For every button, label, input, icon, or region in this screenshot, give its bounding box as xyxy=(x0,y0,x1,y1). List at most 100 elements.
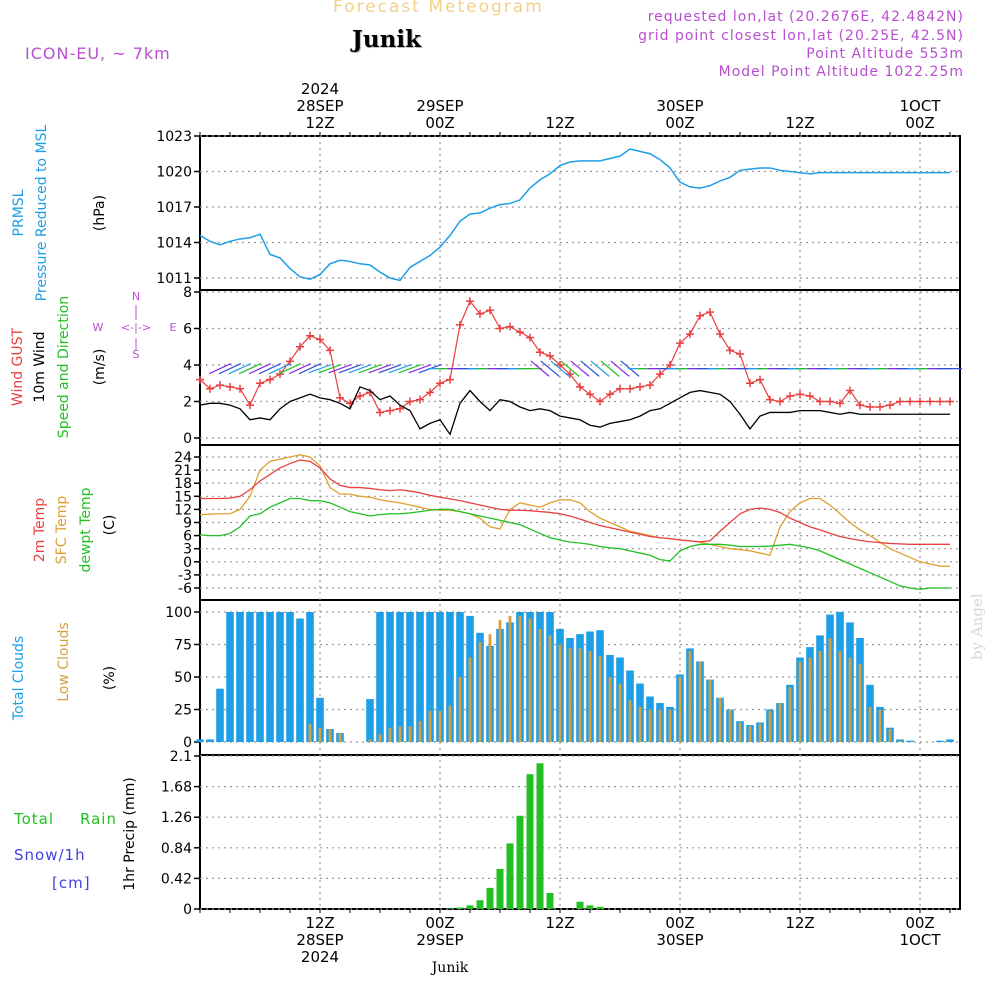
total-cloud-bar xyxy=(936,740,944,742)
rain-bar xyxy=(506,843,514,909)
low-cloud-bar xyxy=(498,619,502,742)
gust-marker xyxy=(926,397,934,406)
wind-direction-arrow xyxy=(530,360,550,377)
gust-marker xyxy=(596,397,604,406)
wind-direction-arrow xyxy=(550,360,570,377)
total-cloud-bar xyxy=(406,612,414,742)
gust-marker xyxy=(476,309,484,318)
temp-2m-ylabel: 2m Temp xyxy=(32,498,48,562)
total-rain-label-2: Rain xyxy=(80,810,117,828)
y-tick-label: 1023 xyxy=(156,129,192,145)
gust-line xyxy=(199,299,950,414)
low-cloud-bar xyxy=(458,677,462,742)
total-cloud-bar xyxy=(296,618,304,742)
low-cloud-bar xyxy=(778,703,782,742)
gust-marker xyxy=(516,328,524,337)
grid-point-coords: grid point closest lon,lat (20.25E, 42.5… xyxy=(638,28,964,44)
sfc-temp-ylabel: SFC Temp xyxy=(54,496,70,565)
gust-marker xyxy=(846,386,854,395)
time-label-bottom: 2024 xyxy=(301,948,339,966)
total-cloud-bar xyxy=(246,612,254,742)
wind-units: (m/s) xyxy=(92,349,108,386)
low-cloud-bar xyxy=(588,651,592,742)
wind-direction-arrow xyxy=(208,363,232,375)
gust-marker xyxy=(456,320,464,329)
y-tick-label: 21 xyxy=(174,463,192,479)
total-cloud-bar xyxy=(366,699,374,742)
clouds-units: (%) xyxy=(102,666,118,690)
gust-marker xyxy=(256,379,264,388)
y-tick-label: 18 xyxy=(174,476,192,492)
total-cloud-bar xyxy=(196,739,204,742)
gust-marker xyxy=(916,397,924,406)
wind-direction-arrow xyxy=(338,363,362,374)
wind-direction-arrow xyxy=(248,363,272,375)
low-cloud-bar xyxy=(408,726,412,742)
low-cloud-bar xyxy=(668,709,672,742)
wind-direction-arrow xyxy=(228,363,252,375)
rain-bar xyxy=(596,906,604,909)
wind-direction-arrow xyxy=(348,363,372,374)
y-tick-label: 2 xyxy=(183,395,192,411)
low-cloud-bar xyxy=(828,638,832,742)
low-cloud-bar xyxy=(538,628,542,742)
gust-marker xyxy=(466,297,474,306)
gust-marker xyxy=(206,384,214,393)
time-label-top: 00Z xyxy=(425,114,454,132)
wind-speed-dir-ylabel: Speed and Direction xyxy=(56,296,72,438)
total-cloud-bar xyxy=(906,740,914,742)
y-tick-label: 1014 xyxy=(156,236,192,252)
low-cloud-bar xyxy=(488,634,492,742)
time-label-bottom: 28SEP xyxy=(296,931,343,949)
gust-marker xyxy=(746,379,754,388)
wind-direction-arrow xyxy=(288,363,312,375)
gust-marker xyxy=(376,408,384,417)
low-cloud-bar xyxy=(508,615,512,742)
low-cloud-bar xyxy=(338,732,342,742)
gust-marker xyxy=(626,384,634,393)
low-clouds-ylabel: Low Clouds xyxy=(56,622,72,701)
low-cloud-bar xyxy=(898,740,902,742)
low-cloud-bar xyxy=(888,729,892,742)
snow-units: [cm] xyxy=(52,874,91,892)
wind-direction-arrow xyxy=(308,363,332,374)
low-cloud-bar xyxy=(838,651,842,742)
gust-marker xyxy=(406,397,414,406)
gust-marker xyxy=(576,382,584,391)
low-cloud-bar xyxy=(388,727,392,742)
gust-marker xyxy=(616,384,624,393)
wind-direction-arrow xyxy=(368,363,392,374)
low-cloud-bar xyxy=(578,648,582,742)
gust-marker xyxy=(486,306,494,315)
gust-marker xyxy=(896,397,904,406)
wind-direction-arrow xyxy=(258,363,282,375)
pressure-ylabel-1: PRMSL xyxy=(11,189,27,236)
gust-marker xyxy=(586,390,594,399)
gust-marker xyxy=(216,381,224,390)
total-clouds-ylabel: Total Clouds xyxy=(11,636,27,721)
total-cloud-bar xyxy=(236,612,244,742)
y-tick-label: 75 xyxy=(174,638,192,654)
requested-coords: requested lon,lat (20.2676E, 42.4842N) xyxy=(647,9,964,25)
total-cloud-bar xyxy=(306,612,314,742)
gust-marker xyxy=(826,397,834,406)
gust-marker xyxy=(836,399,844,408)
gust-marker xyxy=(686,329,694,338)
total-cloud-bar xyxy=(416,612,424,742)
gust-marker xyxy=(606,390,614,399)
wind-direction-arrow xyxy=(218,363,242,375)
low-cloud-bar xyxy=(698,661,702,742)
gust-marker xyxy=(226,382,234,391)
low-cloud-bar xyxy=(708,679,712,742)
rain-bar xyxy=(516,815,524,909)
low-cloud-bar xyxy=(688,651,692,742)
wind-direction-arrow xyxy=(268,363,292,375)
gust-marker xyxy=(816,397,824,406)
low-cloud-bar xyxy=(398,726,402,742)
gust-marker xyxy=(526,333,534,342)
low-cloud-bar xyxy=(658,709,662,742)
location-name: Junik xyxy=(352,26,421,53)
dewpt-ylabel: dewpt Temp xyxy=(78,487,94,572)
wind-direction-arrow xyxy=(600,360,620,377)
y-tick-label: 0.84 xyxy=(161,841,192,857)
